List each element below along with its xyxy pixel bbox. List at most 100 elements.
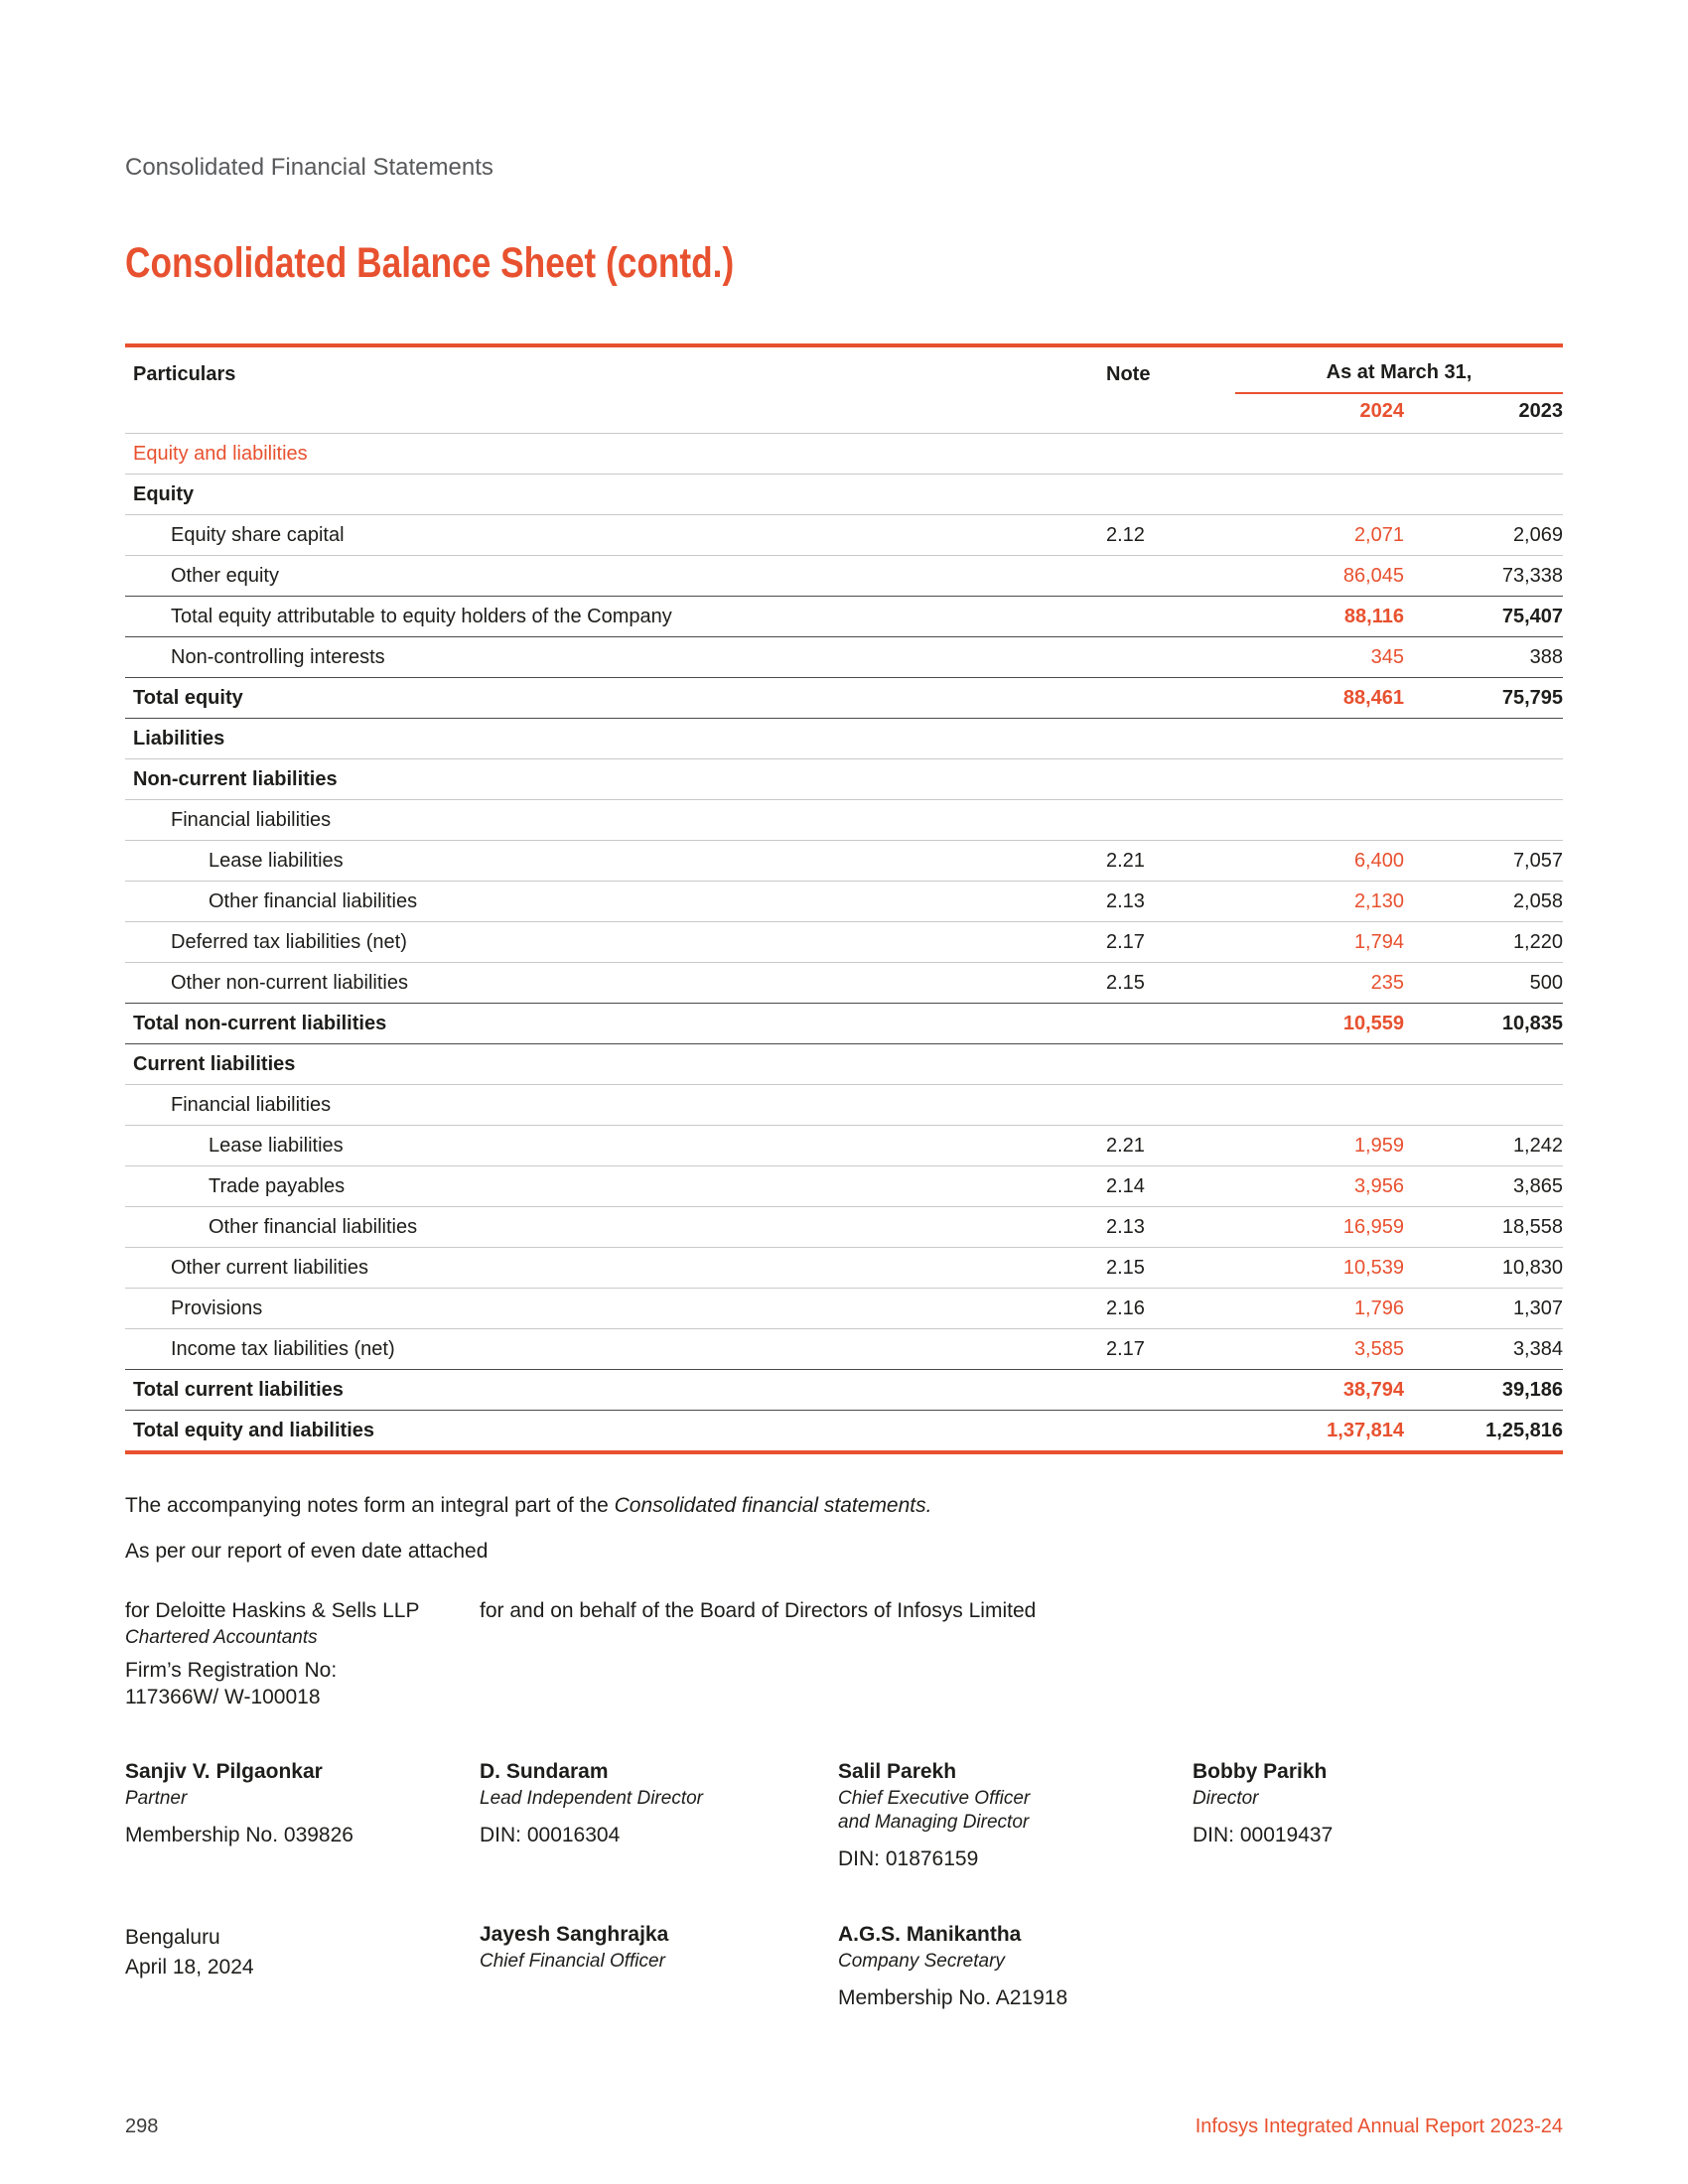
row-label: Liabilities (133, 727, 225, 750)
row-label: Other equity (171, 564, 279, 587)
table-row: Other financial liabilities 2.13 2,130 2… (125, 882, 1563, 922)
row-value-2024: 6,400 (1353, 849, 1404, 872)
row-label: Other financial liabilities (209, 1215, 418, 1238)
table-row: Current liabilities (125, 1044, 1563, 1085)
table-row: Financial liabilities (125, 800, 1563, 841)
board-statement: for and on behalf of the Board of Direct… (480, 1599, 1037, 1622)
notes-statement: The accompanying notes form an integral … (125, 1494, 1563, 1518)
signatory-role: Director (1193, 1788, 1259, 1809)
row-label: Other current liabilities (171, 1256, 368, 1279)
report-date-statement: As per our report of even date attached (125, 1540, 489, 1563)
balance-sheet-table: Particulars Note As at March 31, 2024 20… (125, 343, 1563, 1454)
signatory-block: Bobby Parikh Director DIN: 00019437 (1193, 1760, 1563, 1871)
row-label: Total equity (133, 686, 243, 709)
row-label: Total non-current liabilities (133, 1012, 387, 1034)
row-value-2024: 1,37,814 (1327, 1419, 1404, 1441)
col-particulars: Particulars (133, 363, 236, 385)
row-note: 2.13 (1106, 1215, 1145, 1238)
table-row: Other financial liabilities 2.13 16,959 … (125, 1207, 1563, 1248)
notes-statement-text: The accompanying notes form an integral … (125, 1494, 615, 1517)
row-label: Deferred tax liabilities (net) (171, 930, 407, 953)
table-row: Total equity 88,461 75,795 (125, 677, 1563, 719)
signatory-name: A.G.S. Manikantha (838, 1923, 1022, 1946)
row-note: 2.14 (1106, 1174, 1145, 1197)
signatory-block: Jayesh Sanghrajka Chief Financial Office… (480, 1923, 838, 2010)
signature-location: Bengaluru (125, 1926, 220, 1949)
row-note: 2.13 (1106, 889, 1145, 912)
row-note: 2.21 (1106, 849, 1145, 872)
signatories-row-2: Bengaluru April 18, 2024 Jayesh Sanghraj… (125, 1923, 1563, 2010)
signature-date: April 18, 2024 (125, 1956, 254, 1979)
col-year-2024: 2024 (1359, 400, 1405, 422)
table-row: Total current liabilities 38,794 39,186 (125, 1369, 1563, 1411)
table-row: Total non-current liabilities 10,559 10,… (125, 1003, 1563, 1044)
row-label: Provisions (171, 1297, 263, 1319)
row-label: Current liabilities (133, 1052, 296, 1075)
footer-page-number: 298 (125, 2116, 159, 2137)
table-row: Deferred tax liabilities (net) 2.17 1,79… (125, 922, 1563, 963)
row-label: Trade payables (209, 1174, 346, 1197)
signatory-meta: DIN: 00016304 (480, 1824, 621, 1846)
signatory-block: A.G.S. Manikantha Company Secretary Memb… (838, 1923, 1193, 2010)
table-row: Provisions 2.16 1,796 1,307 (125, 1289, 1563, 1329)
row-label: Equity (133, 482, 195, 505)
signatory-block: Salil Parekh Chief Executive Officer and… (838, 1760, 1193, 1871)
row-note: 2.21 (1106, 1134, 1145, 1157)
signatory-name: D. Sundaram (480, 1760, 609, 1783)
table-row: Equity (125, 475, 1563, 515)
table-row: Lease liabilities 2.21 6,400 7,057 (125, 841, 1563, 882)
auditor-registration-label: Firm’s Registration No: (125, 1659, 338, 1682)
row-label: Lease liabilities (209, 849, 344, 872)
row-value-2024: 88,116 (1343, 605, 1404, 627)
row-label: Non-controlling interests (171, 645, 385, 668)
table-header-row-1: Particulars Note As at March 31, (125, 347, 1563, 394)
row-label: Equity and liabilities (133, 442, 308, 465)
row-value-2024: 16,959 (1342, 1215, 1404, 1238)
signatory-role: Chief Executive Officer (838, 1788, 1031, 1809)
signatory-name: Salil Parekh (838, 1760, 957, 1783)
signatory-block: D. Sundaram Lead Independent Director DI… (480, 1760, 838, 1871)
table-header-row-2: 2024 2023 (125, 394, 1563, 434)
row-value-2023: 18,558 (1501, 1215, 1563, 1238)
row-value-2023: 10,835 (1501, 1012, 1563, 1034)
row-value-2023: 2,058 (1512, 889, 1563, 912)
row-value-2024: 86,045 (1342, 564, 1404, 587)
row-value-2023: 388 (1529, 645, 1563, 668)
row-value-2024: 10,559 (1342, 1012, 1404, 1034)
auditor-firm: for Deloitte Haskins & Sells LLP (125, 1599, 420, 1622)
signatory-block: Sanjiv V. Pilgaonkar Partner Membership … (125, 1760, 480, 1871)
signatory-meta: DIN: 01876159 (838, 1847, 979, 1870)
row-value-2024: 3,956 (1353, 1174, 1404, 1197)
breadcrumb: Consolidated Financial Statements (125, 154, 493, 181)
row-value-2024: 345 (1370, 645, 1404, 668)
signature-header: for Deloitte Haskins & Sells LLP Charter… (125, 1599, 1563, 1710)
row-label: Financial liabilities (171, 808, 332, 831)
row-value-2023: 73,338 (1501, 564, 1563, 587)
signatory-name: Sanjiv V. Pilgaonkar (125, 1760, 323, 1783)
row-value-2024: 235 (1370, 971, 1404, 994)
signatory-meta: Membership No. A21918 (838, 1986, 1068, 2009)
signatory-name: Bobby Parikh (1193, 1760, 1328, 1783)
table-row: Liabilities (125, 719, 1563, 759)
row-value-2024: 10,539 (1342, 1256, 1404, 1279)
row-note: 2.17 (1106, 1337, 1145, 1360)
signatory-meta: Membership No. 039826 (125, 1824, 353, 1846)
signatories-row-1: Sanjiv V. Pilgaonkar Partner Membership … (125, 1760, 1563, 1871)
col-year-2023: 2023 (1518, 400, 1564, 422)
row-value-2024: 1,959 (1353, 1134, 1404, 1157)
row-value-2023: 1,242 (1512, 1134, 1563, 1157)
row-label: Other non-current liabilities (171, 971, 408, 994)
row-value-2023: 75,795 (1501, 686, 1563, 709)
row-value-2024: 2,071 (1353, 523, 1404, 546)
row-label: Financial liabilities (171, 1093, 332, 1116)
table-row: Non-current liabilities (125, 759, 1563, 800)
row-label: Non-current liabilities (133, 767, 338, 790)
row-value-2023: 1,220 (1512, 930, 1563, 953)
table-row: Equity and liabilities (125, 434, 1563, 475)
row-label: Equity share capital (171, 523, 345, 546)
auditor-block: for Deloitte Haskins & Sells LLP Charter… (125, 1599, 480, 1710)
signatory-role: Company Secretary (838, 1951, 1005, 1972)
table-body: Equity and liabilities Equity Equity sha… (125, 434, 1563, 1454)
row-label: Total current liabilities (133, 1378, 344, 1401)
